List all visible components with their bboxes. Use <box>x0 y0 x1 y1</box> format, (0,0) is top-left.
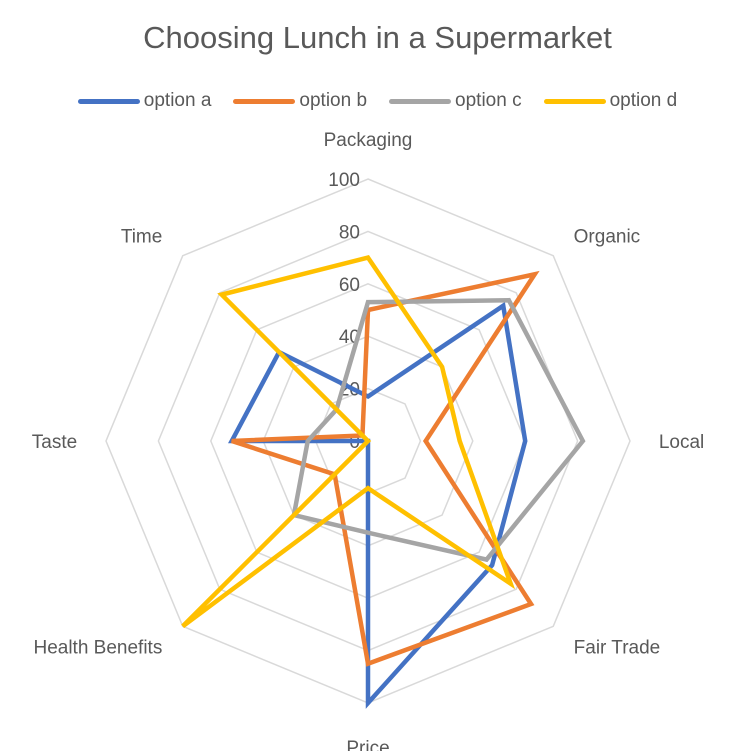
tick-label: 100 <box>328 170 360 191</box>
legend-label: option c <box>455 90 522 111</box>
category-label: Packaging <box>324 130 413 151</box>
tick-label: 80 <box>339 222 360 243</box>
legend-item-option-c: option c <box>389 90 522 112</box>
series-line-option-c <box>291 297 586 563</box>
legend-swatch <box>233 98 296 104</box>
series-line-option-b <box>231 270 540 667</box>
tick-label: 60 <box>339 275 360 296</box>
category-label: Price <box>346 738 389 751</box>
category-label: Taste <box>32 432 77 453</box>
category-label: Health Benefits <box>33 638 162 659</box>
legend-swatch <box>389 98 452 104</box>
legend-item-option-b: option b <box>233 90 367 112</box>
chart-title: Choosing Lunch in a Supermarket <box>143 20 612 55</box>
legend-label: option a <box>143 90 212 111</box>
series-line-option-d <box>181 255 516 629</box>
legend-label: option d <box>609 90 678 111</box>
legend-label: option b <box>299 90 368 111</box>
series-line-option-a <box>228 301 528 709</box>
legend: option a option b option c option d <box>0 90 755 112</box>
category-label: Fair Trade <box>574 638 661 659</box>
legend-item-option-a: option a <box>77 90 212 112</box>
legend-swatch <box>77 98 140 104</box>
legend-item-option-d: option d <box>543 90 678 112</box>
category-label: Local <box>659 432 704 453</box>
legend-swatch <box>543 98 606 104</box>
category-label: Time <box>121 226 163 247</box>
category-label: Organic <box>574 226 641 247</box>
